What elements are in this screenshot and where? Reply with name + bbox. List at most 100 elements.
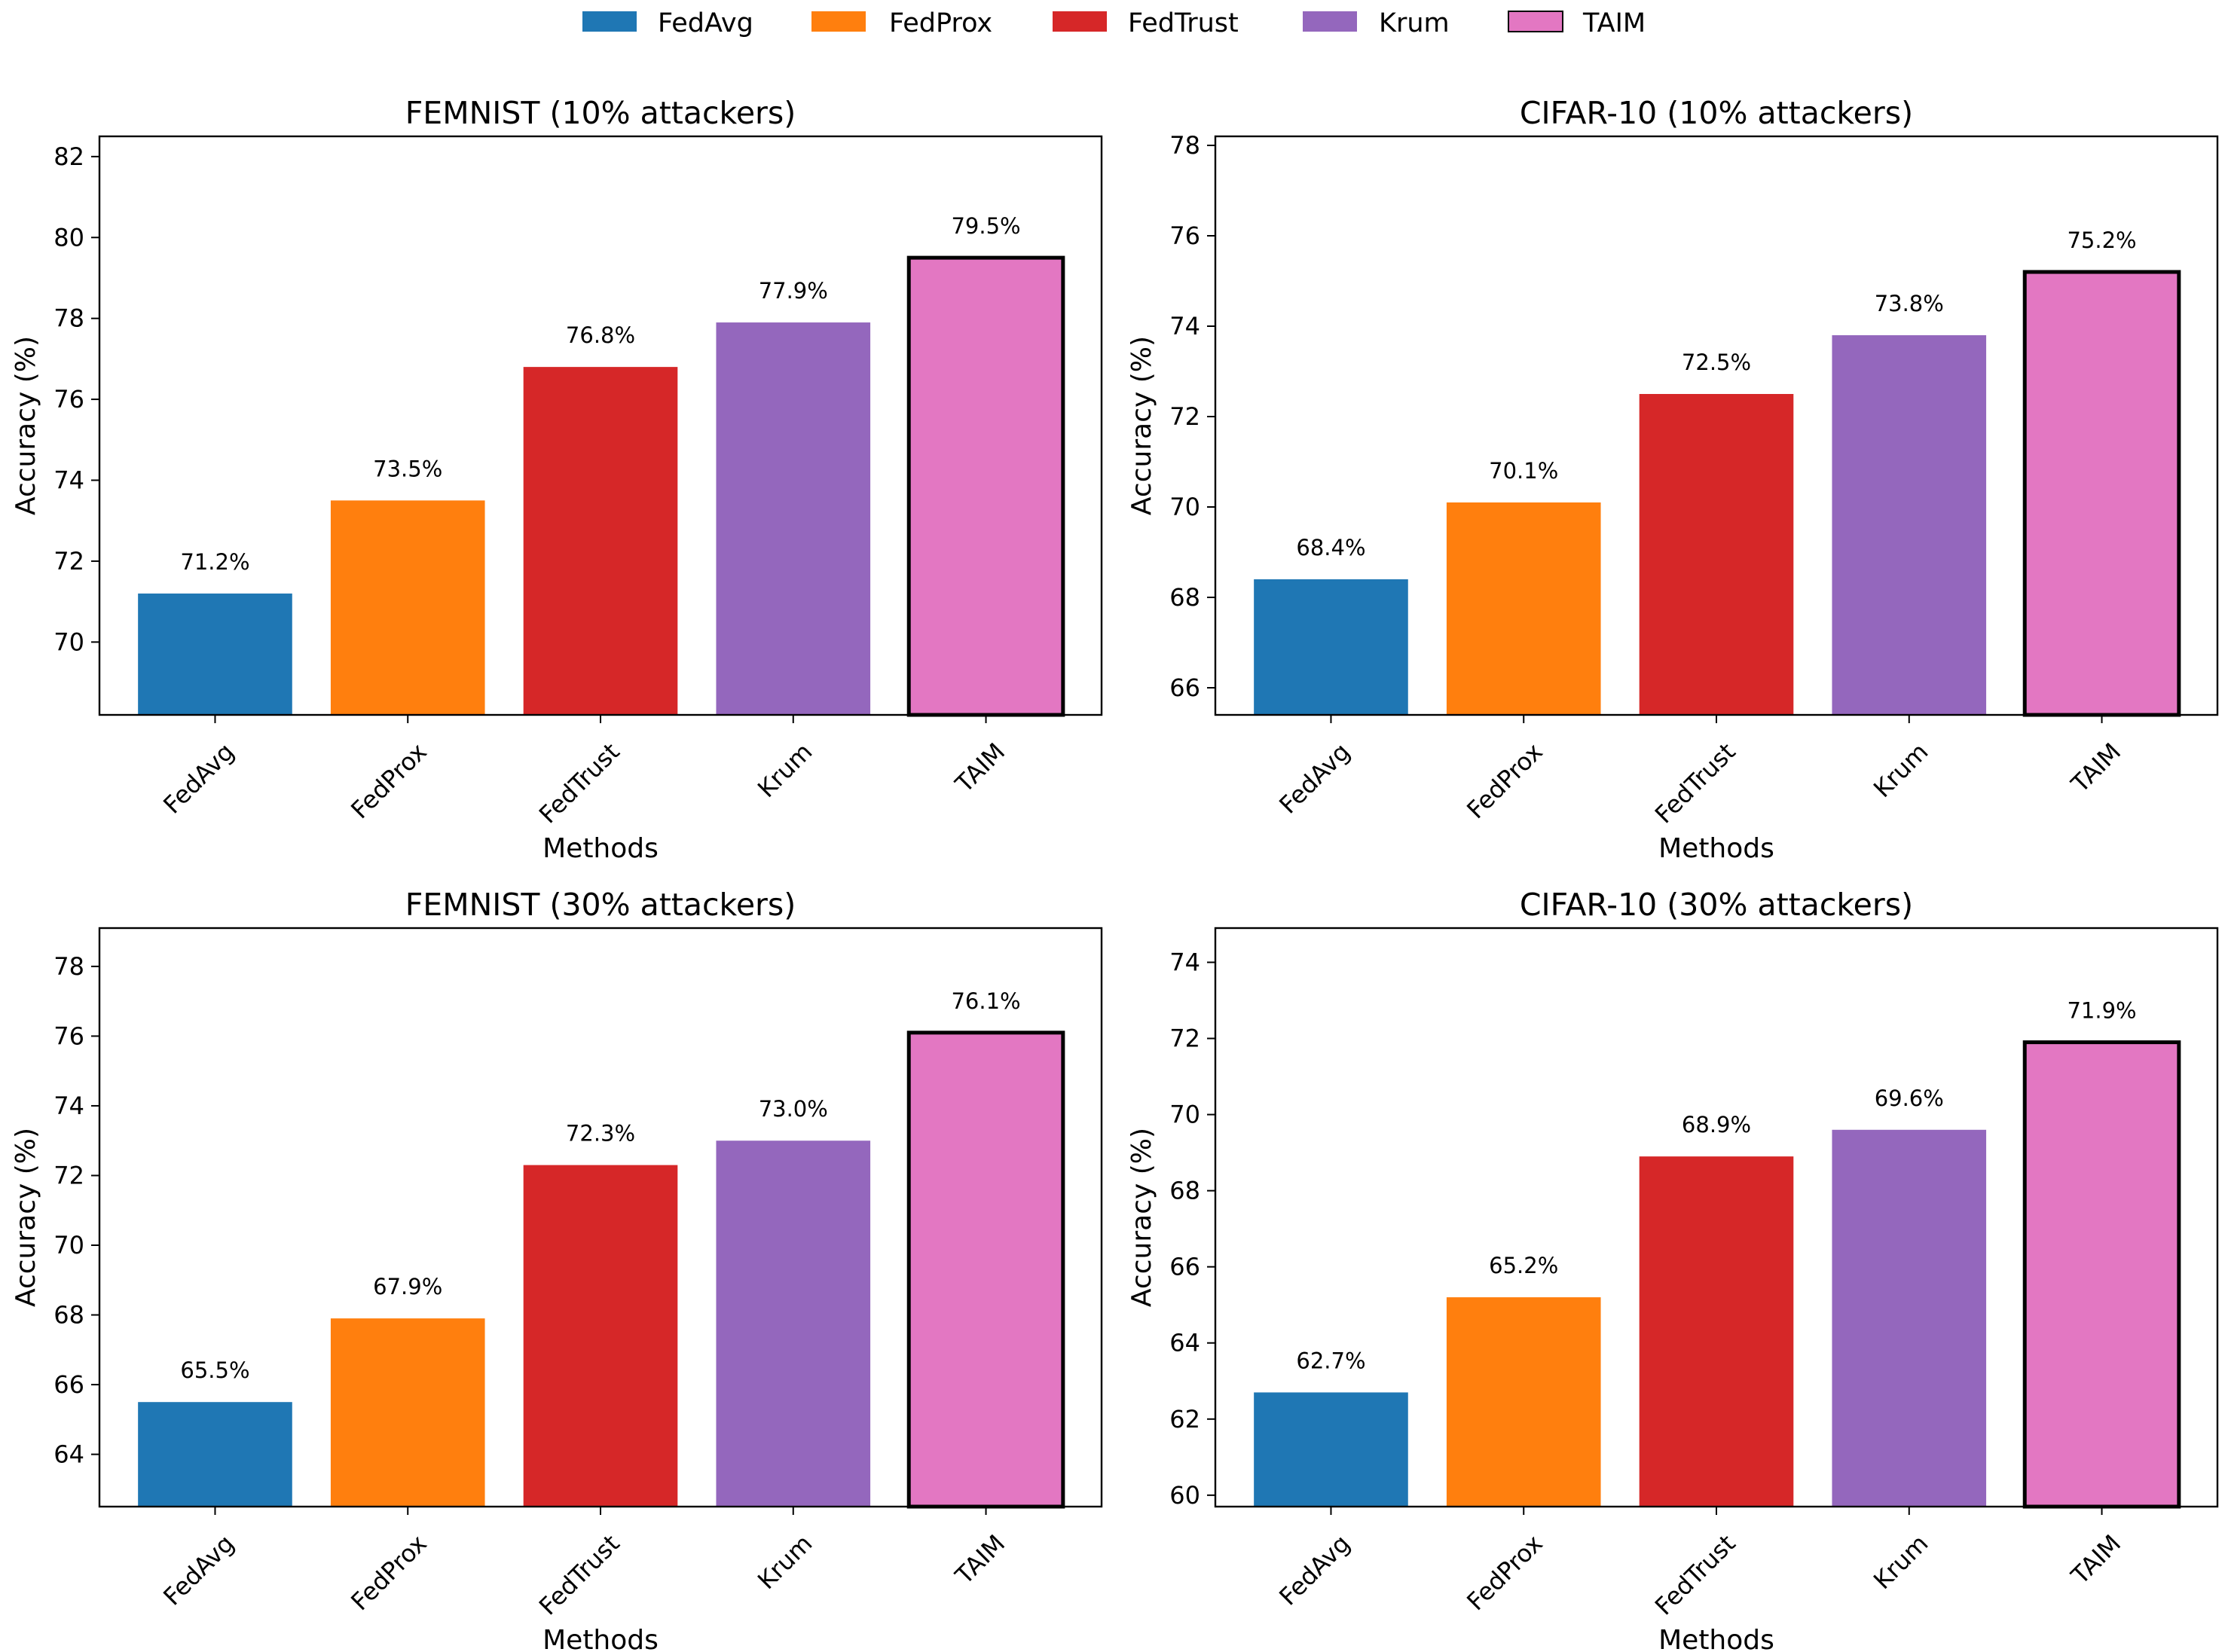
y-tick-label: 78 — [53, 952, 84, 981]
legend-swatch-fedavg — [582, 11, 637, 32]
y-tick-label: 66 — [1169, 1253, 1200, 1281]
bar-krum — [1832, 1129, 1987, 1507]
bar-fedavg — [138, 593, 292, 715]
data-label-fedtrust: 76.8% — [566, 322, 635, 348]
x-axis-label: Methods — [1658, 833, 1774, 864]
data-label-fedprox: 70.1% — [1489, 458, 1558, 484]
chart-panel-cifar10-10: CIFAR-10 (10% attackers) 68.4% 70.1% 72.5% 7… — [1126, 95, 2219, 864]
y-tick-label: 74 — [53, 1092, 84, 1120]
bar-taim — [2022, 270, 2181, 717]
data-label-taim: 71.9% — [2067, 998, 2136, 1024]
bar-krum — [716, 1141, 871, 1507]
data-label-fedtrust: 72.5% — [1682, 350, 1751, 375]
legend: FedAvg FedProx FedTrust Krum TAIM — [582, 8, 1646, 38]
bar-taim — [2022, 1040, 2181, 1509]
chart-panel-femnist-30: FEMNIST (30% attackers) 65.5% 67.9% 72.3% 73… — [11, 887, 1103, 1652]
data-label-krum: 73.0% — [759, 1096, 828, 1122]
bar-fedprox — [1446, 1297, 1601, 1507]
bar-taim — [906, 1031, 1065, 1509]
legend-swatch-fedtrust — [1053, 11, 1107, 32]
y-tick-label: 70 — [1169, 493, 1200, 521]
bar-krum — [1832, 335, 1987, 715]
plot-frame — [98, 927, 1103, 1508]
y-tick-label: 62 — [1169, 1405, 1200, 1434]
y-tick-label: 68 — [53, 1301, 84, 1330]
y-tick-label: 78 — [1169, 131, 1200, 160]
y-tick-label: 64 — [53, 1440, 84, 1469]
x-axis-label: Methods — [1658, 1625, 1774, 1652]
data-label-fedprox: 67.9% — [373, 1274, 442, 1299]
bar-fedtrust — [523, 1165, 678, 1507]
chart-panel-femnist-10: FEMNIST (10% attackers) 71.2% 73.5% 76.8% 77… — [11, 95, 1103, 864]
chart-title: FEMNIST (10% attackers) — [405, 95, 796, 131]
y-tick-label: 80 — [53, 223, 84, 252]
data-label-fedavg: 68.4% — [1296, 535, 1365, 560]
x-axis-label: Methods — [542, 833, 659, 864]
y-tick-label: 60 — [1169, 1481, 1200, 1510]
y-tick-label: 70 — [53, 628, 84, 656]
data-label-krum: 69.6% — [1875, 1086, 1944, 1111]
legend-label-taim: TAIM — [1582, 8, 1646, 38]
bar-krum — [716, 322, 871, 715]
y-tick-label: 70 — [53, 1231, 84, 1260]
y-tick-label: 78 — [53, 304, 84, 333]
y-axis-label: Accuracy (%) — [11, 1128, 41, 1307]
y-tick-label: 72 — [1169, 402, 1200, 431]
bar-fedprox — [330, 1318, 485, 1507]
data-label-fedtrust: 68.9% — [1682, 1112, 1751, 1137]
y-tick-label: 74 — [53, 466, 84, 495]
y-tick-label: 76 — [53, 385, 84, 414]
data-label-fedprox: 73.5% — [373, 456, 442, 481]
legend-label-fedavg: FedAvg — [658, 8, 753, 38]
bar-fedavg — [1254, 1392, 1408, 1507]
data-label-fedprox: 65.2% — [1489, 1253, 1558, 1278]
chart-title: FEMNIST (30% attackers) — [405, 887, 796, 923]
chart-panel-cifar10-30: CIFAR-10 (30% attackers) 62.7% 65.2% 68.9% 6… — [1126, 887, 2219, 1652]
y-axis-label: Accuracy (%) — [1126, 336, 1157, 515]
legend-label-fedprox: FedProx — [889, 8, 992, 38]
data-label-taim: 79.5% — [951, 213, 1020, 239]
y-axis-label: Accuracy (%) — [11, 336, 41, 515]
data-label-krum: 73.8% — [1875, 291, 1944, 316]
legend-label-krum: Krum — [1379, 8, 1450, 38]
data-label-taim: 76.1% — [951, 988, 1020, 1014]
data-label-fedavg: 62.7% — [1296, 1348, 1365, 1373]
data-label-fedavg: 71.2% — [180, 549, 249, 575]
chart-title: CIFAR-10 (10% attackers) — [1520, 95, 1913, 131]
y-tick-label: 82 — [53, 142, 84, 171]
y-tick-label: 72 — [1169, 1024, 1200, 1053]
y-tick-label: 68 — [1169, 583, 1200, 612]
x-axis-label: Methods — [542, 1625, 659, 1652]
y-tick-label: 66 — [53, 1370, 84, 1399]
bar-fedavg — [1254, 579, 1408, 715]
y-tick-label: 68 — [1169, 1177, 1200, 1205]
bar-fedtrust — [523, 367, 678, 715]
bar-fedtrust — [1639, 394, 1794, 715]
legend-label-fedtrust: FedTrust — [1128, 8, 1239, 38]
bar-fedtrust — [1639, 1156, 1794, 1507]
y-tick-label: 74 — [1169, 312, 1200, 340]
y-tick-label: 64 — [1169, 1329, 1200, 1357]
plot-frame — [1214, 135, 2219, 716]
y-tick-label: 66 — [1169, 673, 1200, 702]
y-tick-label: 76 — [1169, 221, 1200, 250]
bar-taim — [906, 255, 1065, 717]
y-tick-label: 72 — [53, 547, 84, 576]
legend-swatch-taim — [1508, 11, 1563, 32]
bar-fedprox — [330, 500, 485, 715]
bar-fedavg — [138, 1402, 292, 1507]
data-label-fedavg: 65.5% — [180, 1357, 249, 1383]
y-axis-label: Accuracy (%) — [1126, 1128, 1157, 1307]
y-tick-label: 74 — [1169, 948, 1200, 976]
data-label-fedtrust: 72.3% — [566, 1121, 635, 1147]
y-tick-label: 76 — [53, 1021, 84, 1050]
legend-swatch-fedprox — [811, 11, 866, 32]
y-tick-label: 72 — [53, 1161, 84, 1189]
legend-swatch-krum — [1303, 11, 1357, 32]
chart-title: CIFAR-10 (30% attackers) — [1520, 887, 1913, 923]
data-label-krum: 77.9% — [759, 278, 828, 304]
plot-frame — [1214, 927, 2219, 1508]
y-tick-label: 70 — [1169, 1101, 1200, 1129]
data-label-taim: 75.2% — [2067, 227, 2136, 253]
